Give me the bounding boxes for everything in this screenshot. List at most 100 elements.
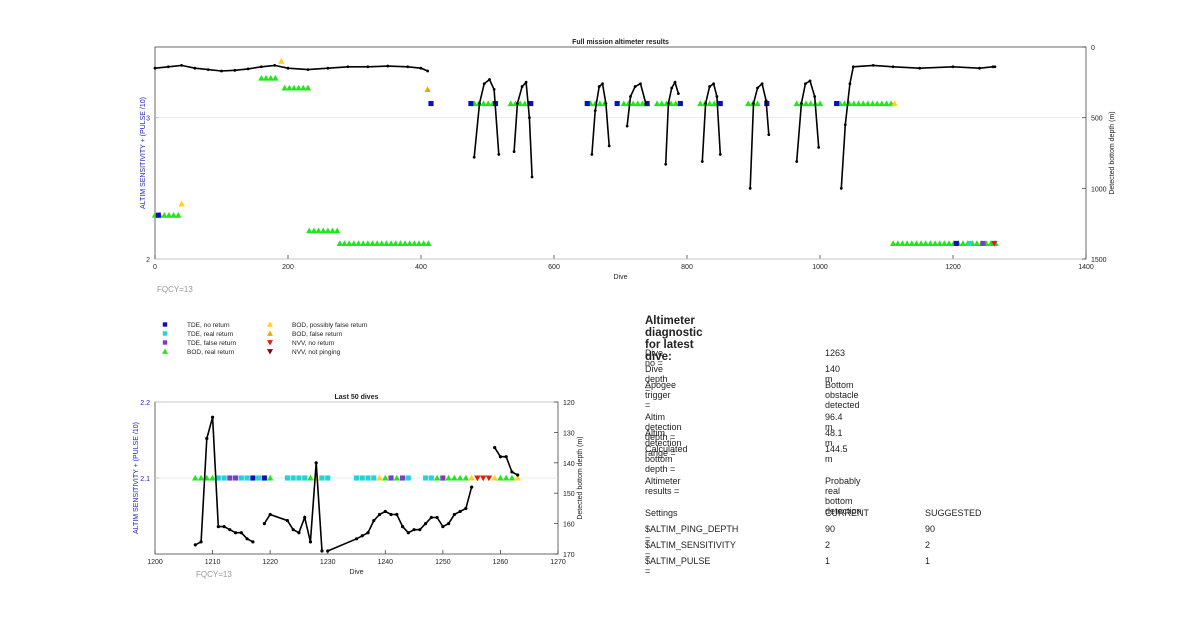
full-mission-depth-point	[843, 123, 847, 127]
full-mission-depth-point	[166, 65, 170, 69]
full-mission-marker-band-1-bod-real-return	[262, 74, 270, 81]
full-mission-depth-point	[386, 64, 390, 68]
full-mission-marker-band-8-bod-real-return	[634, 100, 641, 107]
last-50-y2-axis-label: Detected bottom depth (m)	[577, 436, 584, 519]
last-50-marker-bod-real-return	[307, 474, 314, 481]
full-mission-depth-point	[715, 95, 719, 98]
full-mission-marker-band-14-bod-real-return	[936, 240, 943, 247]
legend-marker-tde-false-return	[162, 340, 168, 345]
full-mission-depth-point	[629, 95, 632, 98]
full-mission-marker-tde-no-return	[584, 100, 590, 107]
full-mission-marker-band-4-bod-real-return	[425, 240, 432, 247]
full-mission-marker-bod-possibly-false	[178, 200, 185, 207]
full-mission-depth-point	[712, 82, 715, 86]
full-mission-marker-band-4-bod-real-return	[387, 240, 395, 247]
last-50-depth-point	[447, 522, 451, 526]
last-50-depth-point	[354, 537, 359, 541]
full-mission-marker-band-4-bod-real-return	[359, 240, 367, 247]
full-mission-depth-point	[593, 109, 597, 112]
last-50-depth-point	[400, 525, 405, 529]
legend-label-tde-no-return: TDE, no return	[187, 322, 230, 329]
full-mission-marker-band-4-bod-real-return	[415, 240, 423, 247]
full-mission-x-tick-label: 1200	[945, 264, 961, 271]
full-mission-marker-tde-no-return	[834, 100, 840, 107]
full-mission-depth-point	[918, 66, 922, 70]
full-mission-marker-band-9-bod-real-return	[667, 100, 675, 107]
last-50-y2-tick-label: 160	[563, 522, 575, 529]
last-50-depth-point	[510, 470, 514, 474]
full-mission-marker-band-14-bod-real-return	[903, 240, 911, 247]
last-50-marker-tde-no-return	[250, 475, 256, 481]
full-mission-depth-point	[193, 66, 197, 70]
full-mission-depth-trace-3	[591, 82, 610, 155]
last-50-marker-bod-real-return	[508, 474, 516, 481]
full-mission-marker-band-4-bod-real-return	[364, 240, 371, 247]
full-mission-marker-band-14-bod-real-return	[917, 240, 925, 247]
last-50-marker-tde-real-return	[215, 475, 221, 481]
diag-value-altimeter-results: Probably real bottom detection	[825, 476, 862, 516]
full-mission-marker-band-4-bod-real-return	[378, 240, 385, 247]
diag-value-detection-range: 48.1 m	[825, 428, 843, 448]
diag-label-dive-depth: Dive depth =	[645, 364, 668, 394]
diag-value-bottom-depth: 144.5 m	[825, 444, 848, 464]
full-mission-y2-tick-label: 1000	[1091, 186, 1107, 193]
last-50-marker-tde-real-return	[423, 475, 429, 481]
full-mission-depth-point	[891, 65, 895, 69]
last-50-depth-point	[205, 436, 209, 441]
full-mission-depth-point	[951, 65, 955, 69]
full-mission-marker-band-2-bod-real-return	[286, 84, 293, 91]
full-mission-depth-trace-2	[513, 80, 533, 178]
last-50-marker-bod-real-return	[393, 474, 400, 481]
settings-header-label: Settings	[645, 508, 678, 518]
full-mission-depth-point	[851, 65, 855, 69]
full-mission-marker-tde-no-return	[528, 100, 534, 107]
last-50-depth-point	[412, 528, 416, 532]
last-50-marker-nvv-no-return	[479, 475, 487, 482]
full-mission-marker-band-3-bod-real-return	[334, 227, 341, 234]
full-mission-y2-axis-label: Detected bottom depth (m)	[1109, 111, 1116, 194]
last-50-marker-bod-real-return	[382, 474, 389, 481]
full-mission-marker-band-2-bod-real-return	[290, 84, 298, 91]
full-mission-marker-band-13-bod-real-return	[850, 100, 858, 107]
full-mission-depth-point	[756, 86, 759, 90]
full-mission-depth-trace-8	[795, 79, 820, 162]
full-mission-marker-band-4-bod-real-return	[392, 240, 399, 247]
last-50-x-tick-label: 1270	[550, 559, 566, 566]
full-mission-marker-band-4-bod-real-return	[350, 240, 358, 247]
full-mission-marker-band-3-bod-real-return	[324, 227, 332, 234]
legend-marker-tde-no-return	[162, 322, 168, 327]
last-50-depth-point	[504, 455, 508, 459]
full-mission-marker-tde-no-return	[614, 100, 620, 107]
full-mission-marker-band-4-bod-real-return	[420, 240, 427, 247]
full-mission-depth-point	[991, 65, 995, 69]
last-50-y2-tick-label: 150	[563, 491, 575, 498]
last-50-marker-nvv-no-return	[474, 475, 481, 482]
full-mission-marker-band-14-bod-real-return	[894, 240, 902, 247]
full-mission-x-axis-label: Dive	[613, 274, 627, 281]
last-50-y-tick-label: 2.2	[140, 400, 150, 407]
full-mission-x-tick-label: 1000	[812, 264, 828, 271]
full-mission-marker-bod-possibly-false	[278, 57, 285, 64]
full-mission-marker-band-13-bod-real-return	[841, 100, 848, 107]
full-mission-depth-trace-7	[749, 82, 770, 189]
last-50-depth-point	[228, 528, 232, 532]
full-mission-depth-point	[795, 160, 799, 163]
full-mission-marker-band-4-bod-real-return	[401, 240, 409, 247]
full-mission-depth-point	[625, 124, 629, 128]
full-mission-depth-point	[673, 80, 677, 84]
full-mission-depth-point	[426, 69, 430, 73]
full-mission-marker-band-14-bod-real-return	[922, 240, 929, 247]
full-mission-depth-point	[993, 65, 997, 69]
last-50-depth-point	[377, 512, 382, 517]
last-50-depth-point	[366, 531, 370, 535]
full-mission-marker-band-2-bod-real-return	[304, 84, 312, 91]
full-mission-marker-tde-real-return	[967, 240, 973, 247]
legend-marker-nvv-not-pinging	[267, 349, 273, 355]
full-mission-depth-point	[306, 68, 310, 72]
full-mission-marker-band-14-bod-real-return	[913, 240, 920, 247]
full-mission-marker-band-3-bod-real-return	[306, 227, 313, 234]
full-mission-y-axis-label: ALTIM SENSITIVITY + (PULSE /10)	[140, 97, 147, 209]
last-50-x-tick-label: 1230	[320, 559, 336, 566]
last-50-marker-tde-real-return	[238, 475, 244, 481]
